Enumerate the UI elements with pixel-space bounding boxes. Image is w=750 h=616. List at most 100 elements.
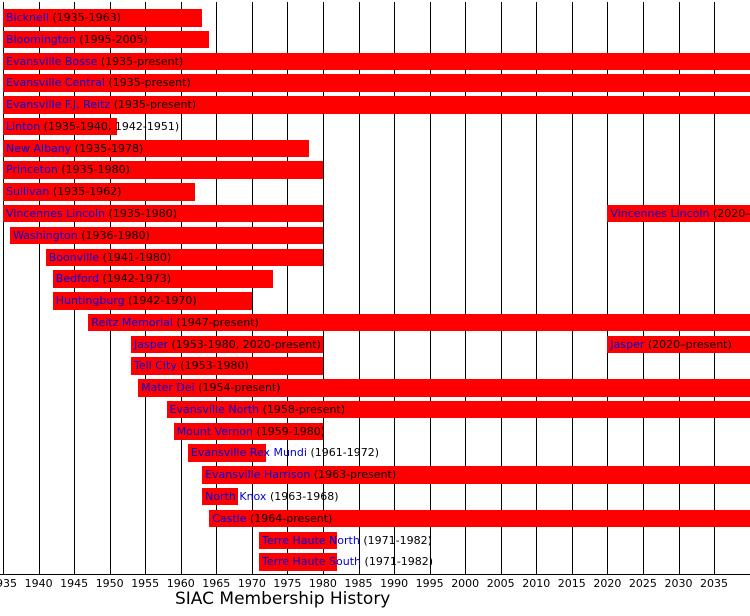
school-name-link[interactable]: Huntingburg	[55, 294, 125, 307]
axis-tick-label-2020: 2020	[593, 577, 622, 590]
school-name-link[interactable]: Tell City	[134, 359, 177, 373]
gridline-1985	[358, 2, 360, 574]
axis-tick-label-1950: 1950	[95, 577, 124, 590]
school-name-link[interactable]: Linton	[6, 119, 41, 133]
bar-label: Jasper (2020–present)	[610, 336, 731, 354]
school-name-link[interactable]: Vincennes Lincoln	[6, 206, 106, 220]
bar-label: Terre Haute South (1971-1982)	[262, 553, 433, 571]
bar-label: Bicknell (1935-1963)	[6, 9, 121, 27]
gridline-1970	[251, 2, 253, 574]
school-name-link[interactable]: Washington	[13, 228, 78, 242]
membership-years: (1995-2005)	[75, 32, 148, 46]
gridline-1935	[3, 2, 4, 574]
membership-years: (1954-present)	[194, 381, 281, 395]
membership-bar	[3, 74, 750, 92]
membership-years: (1947-present)	[172, 315, 259, 329]
bar-label: Vincennes Lincoln (2020–present)	[610, 205, 750, 223]
membership-bar	[10, 226, 323, 245]
gridline-1955	[145, 2, 147, 574]
bar-label: Evansville Harrison (1963-present)	[205, 466, 396, 484]
axis-tick-label-2025: 2025	[628, 577, 657, 590]
bar-label: Evansville Central (1935-present)	[6, 74, 191, 92]
school-name-link[interactable]: Princeton	[6, 163, 58, 177]
membership-years: (1971-1982)	[359, 533, 432, 547]
bar-label: Jasper (1953-1980, 2020-present)	[134, 336, 321, 354]
school-name-link[interactable]: Boonville	[48, 250, 100, 264]
school-name-link[interactable]: Bloomington	[6, 32, 76, 46]
school-name-link[interactable]: Evansville F.J. Reitz	[6, 98, 111, 112]
axis-tick-label-1975: 1975	[273, 577, 302, 590]
membership-years: (2020–present)	[712, 206, 750, 220]
membership-bar	[173, 422, 323, 441]
membership-bar	[3, 30, 210, 49]
school-name-link[interactable]: Terre Haute South	[262, 555, 362, 569]
school-name-link[interactable]: Terre Haute North	[262, 533, 360, 547]
bar-label: Mater Dei (1954-present)	[141, 379, 280, 397]
membership-years: (1935-1962)	[49, 185, 122, 199]
school-name-link[interactable]: Evansville Bosse	[6, 54, 98, 68]
bar-label: Princeton (1935-1980)	[6, 161, 130, 179]
membership-bar	[138, 379, 750, 397]
membership-years: (1935-1963)	[48, 11, 121, 24]
bar-label: Mount Vernon (1959-1980)	[177, 423, 325, 441]
school-name-link[interactable]: Jasper	[134, 337, 168, 351]
axis-tick-label-2030: 2030	[664, 577, 693, 590]
school-name-link[interactable]: New Albany	[6, 141, 72, 155]
membership-years: (1935-1980)	[57, 163, 130, 177]
gridline-2000	[465, 2, 467, 574]
bar-label: Evansville F.J. Reitz (1935-present)	[6, 96, 196, 114]
axis-tick-label-1945: 1945	[60, 577, 89, 590]
school-name-link[interactable]: Vincennes Lincoln	[610, 206, 710, 220]
school-name-link[interactable]: Mount Vernon	[176, 424, 254, 438]
school-name-link[interactable]: Bicknell	[6, 11, 49, 24]
membership-bar	[166, 400, 750, 419]
gridline-1975	[287, 2, 289, 574]
school-name-link[interactable]: North Knox	[205, 489, 267, 503]
gridline-2020	[607, 2, 609, 574]
axis-tick-label-1980: 1980	[308, 577, 337, 590]
school-name-link[interactable]: Evansville Rex Mundi	[190, 446, 307, 460]
bar-label: Evansville Bosse (1935-present)	[6, 53, 183, 71]
school-name-link[interactable]: Bedford	[55, 272, 100, 286]
membership-years: (1971-1982)	[361, 555, 434, 569]
school-name-link[interactable]: Evansville Central	[6, 76, 105, 90]
membership-years: (1935-present)	[97, 54, 184, 68]
membership-bar	[202, 487, 238, 506]
axis-tick-label-1940: 1940	[24, 577, 53, 590]
membership-years: (1942-1970)	[124, 294, 197, 307]
school-name-link[interactable]: Castle	[212, 511, 247, 525]
school-name-link[interactable]: Reitz Memorial	[91, 315, 173, 329]
axis-tick-label-2010: 2010	[522, 577, 551, 590]
gridline-1965	[216, 2, 218, 574]
bar-label: Bedford (1942-1973)	[56, 270, 171, 288]
membership-years: (1963-1968)	[266, 489, 339, 503]
school-name-link[interactable]: Sullivan	[6, 185, 50, 199]
membership-years: (1963-present)	[310, 468, 397, 482]
bar-label: Terre Haute North (1971-1982)	[262, 532, 432, 550]
membership-years: (1935-1940, 1942-1951)	[40, 119, 180, 133]
school-name-link[interactable]: Jasper	[610, 337, 645, 351]
school-name-link[interactable]: Mater Dei	[141, 381, 195, 395]
membership-years: (1935-present)	[110, 98, 197, 112]
axis-tick-label-2005: 2005	[486, 577, 515, 590]
membership-bar	[3, 161, 323, 179]
membership-bar	[259, 531, 338, 549]
membership-bar	[259, 553, 338, 571]
membership-bar	[209, 509, 750, 528]
membership-bar	[187, 444, 267, 462]
bar-label: Bloomington (1995-2005)	[6, 31, 148, 49]
membership-years: (1953-1980, 2020-present)	[168, 337, 321, 351]
school-name-link[interactable]: Evansville Harrison	[205, 468, 311, 482]
school-name-link[interactable]: Evansville North	[169, 402, 260, 416]
axis-tick-label-1965: 1965	[202, 577, 231, 590]
membership-bar	[3, 96, 750, 114]
bar-label: Boonville (1941-1980)	[49, 249, 171, 267]
bar-label: Vincennes Lincoln (1935-1980)	[6, 205, 177, 223]
gridline-2015	[571, 2, 573, 574]
membership-years: (1935-present)	[104, 76, 191, 90]
bar-label: Evansville North (1958-present)	[170, 401, 345, 419]
bar-label: Sullivan (1935-1962)	[6, 183, 121, 201]
